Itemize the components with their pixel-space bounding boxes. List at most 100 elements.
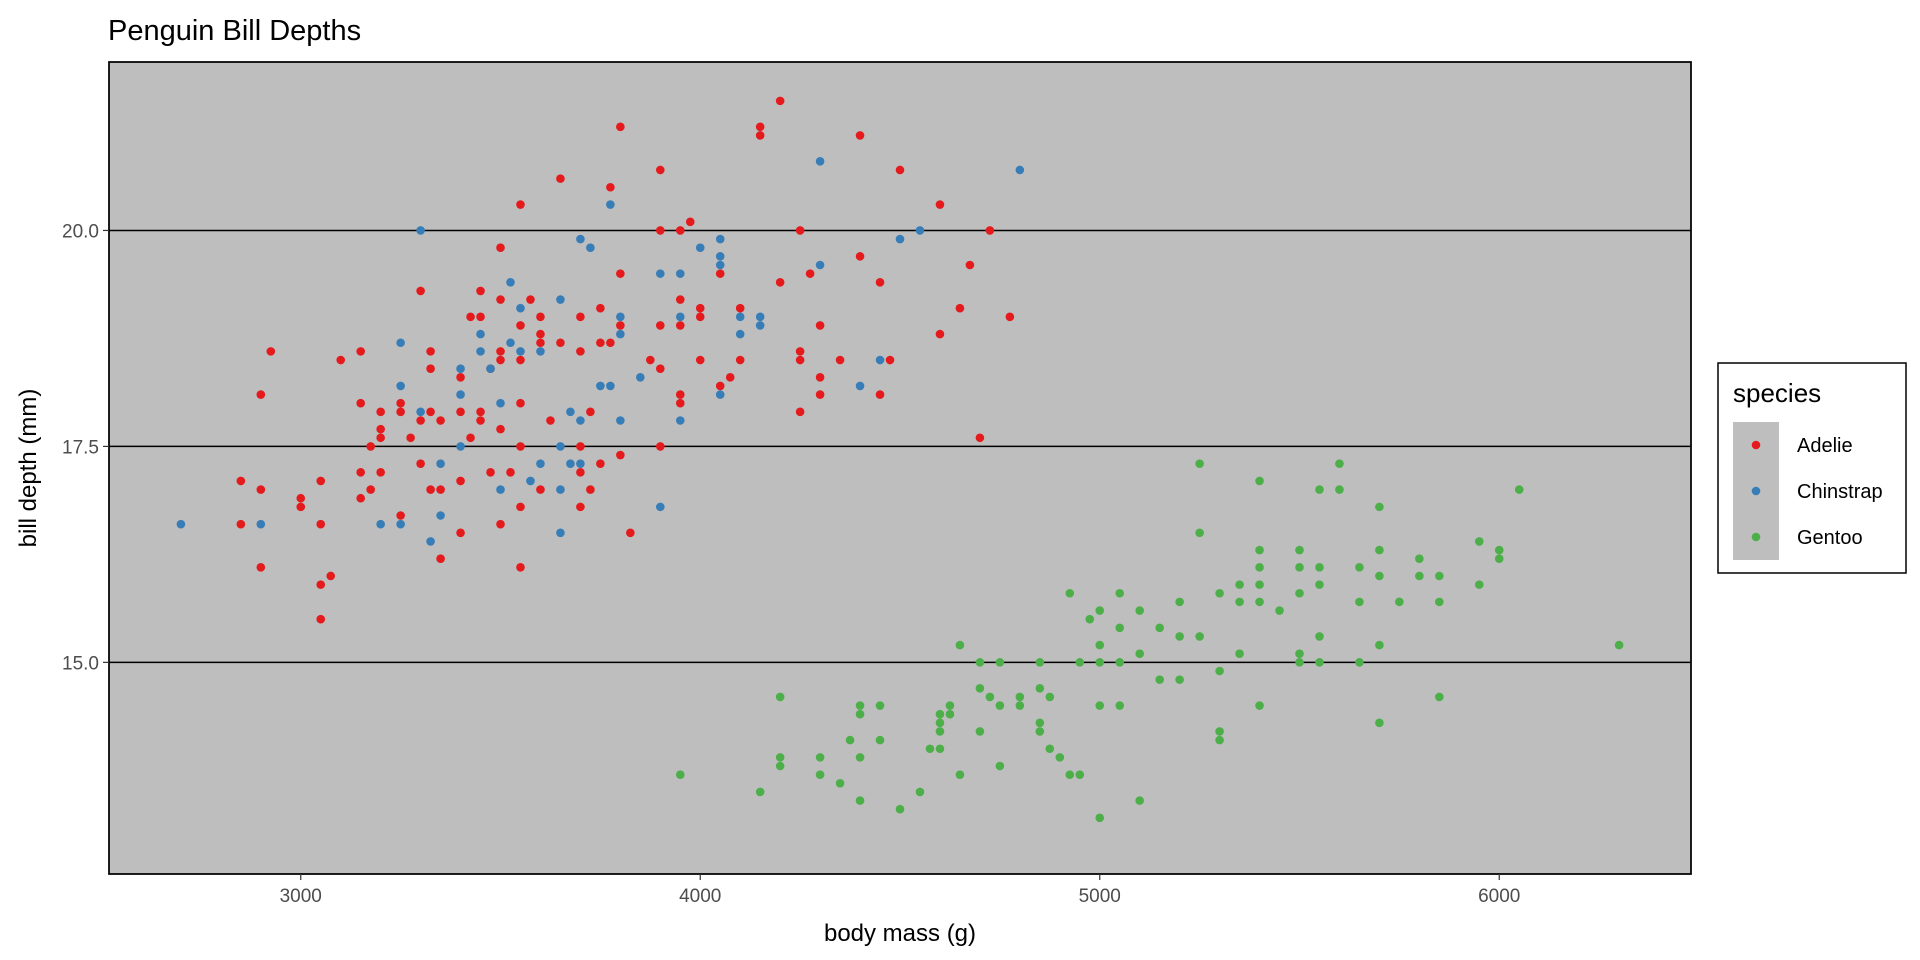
data-point-gentoo (1195, 528, 1204, 538)
data-point-adelie (935, 200, 945, 209)
x-axis-title: body mass (g) (824, 920, 976, 947)
data-point-adelie (895, 165, 905, 175)
data-point-gentoo (935, 744, 945, 754)
data-point-chinstrap (606, 200, 615, 209)
data-point-gentoo (1415, 554, 1424, 564)
data-point-gentoo (1045, 692, 1055, 702)
data-point-gentoo (1035, 683, 1045, 693)
legend-key-adelie (1751, 440, 1761, 450)
data-point-adelie (366, 442, 375, 451)
data-point-gentoo (1315, 658, 1324, 667)
data-point-adelie (496, 243, 505, 253)
data-point-chinstrap (496, 485, 505, 494)
data-point-chinstrap (456, 364, 465, 373)
data-point-gentoo (1075, 658, 1085, 667)
data-point-chinstrap (735, 312, 745, 322)
data-point-adelie (556, 338, 565, 348)
data-point-adelie (356, 468, 365, 477)
data-point-adelie (795, 226, 805, 235)
data-point-adelie (955, 303, 965, 313)
data-point-adelie (855, 131, 865, 140)
data-point-chinstrap (656, 502, 665, 512)
data-point-adelie (476, 416, 485, 425)
data-point-adelie (516, 321, 525, 330)
data-point-adelie (616, 321, 625, 330)
data-point-adelie (536, 329, 545, 339)
data-point-adelie (296, 493, 306, 503)
data-point-adelie (685, 217, 695, 227)
data-point-adelie (875, 277, 885, 287)
data-point-adelie (356, 347, 365, 356)
data-point-adelie (236, 519, 246, 529)
data-point-adelie (775, 277, 785, 287)
x-tick-label: 5000 (1079, 886, 1121, 907)
data-point-chinstrap (675, 312, 685, 322)
y-tick-label: 17.5 (62, 437, 99, 458)
data-point-adelie (675, 321, 685, 330)
data-point-chinstrap (556, 485, 565, 494)
data-point-chinstrap (176, 519, 186, 529)
data-point-adelie (516, 563, 525, 572)
data-point-chinstrap (396, 381, 405, 391)
data-point-adelie (396, 407, 405, 417)
data-point-gentoo (1115, 701, 1125, 710)
data-point-adelie (426, 347, 435, 356)
data-point-adelie (675, 390, 685, 399)
data-point-adelie (296, 502, 306, 512)
data-point-adelie (336, 355, 346, 365)
data-point-gentoo (1065, 588, 1075, 598)
data-point-gentoo (1355, 563, 1364, 572)
data-point-adelie (755, 131, 765, 140)
data-point-adelie (735, 303, 745, 313)
data-point-adelie (466, 312, 475, 322)
data-point-chinstrap (616, 329, 625, 339)
data-point-gentoo (1065, 770, 1075, 779)
data-point-gentoo (975, 683, 985, 693)
data-point-gentoo (1435, 692, 1444, 702)
data-point-adelie (596, 303, 605, 313)
data-point-gentoo (925, 744, 935, 754)
data-point-adelie (695, 312, 705, 322)
data-point-gentoo (1335, 459, 1344, 468)
data-point-adelie (536, 338, 545, 348)
legend-items: Adelie Chinstrap Gentoo (1733, 422, 1883, 560)
data-point-gentoo (1235, 649, 1244, 659)
data-point-gentoo (1315, 563, 1324, 572)
data-point-adelie (266, 347, 276, 356)
data-point-adelie (416, 416, 425, 425)
data-point-gentoo (815, 770, 825, 779)
data-point-adelie (675, 226, 685, 235)
data-point-gentoo (1375, 640, 1384, 650)
y-tick-label: 15.0 (62, 653, 99, 674)
data-point-gentoo (1375, 718, 1384, 728)
data-point-gentoo (1395, 597, 1404, 607)
data-point-chinstrap (755, 312, 765, 322)
data-point-gentoo (875, 735, 885, 745)
data-point-chinstrap (396, 338, 405, 348)
data-point-gentoo (1015, 701, 1025, 710)
data-point-adelie (256, 390, 266, 399)
data-point-gentoo (1255, 476, 1264, 486)
data-point-gentoo (1235, 580, 1244, 589)
data-point-gentoo (1255, 597, 1264, 607)
data-point-adelie (1005, 312, 1015, 322)
data-point-chinstrap (436, 459, 445, 468)
data-point-adelie (476, 407, 485, 417)
data-point-gentoo (1095, 658, 1105, 667)
data-point-adelie (675, 295, 685, 304)
data-point-adelie (576, 347, 585, 356)
data-point-chinstrap (735, 329, 745, 339)
data-point-gentoo (1235, 597, 1244, 607)
data-point-adelie (576, 502, 585, 512)
data-point-gentoo (1195, 459, 1204, 468)
data-point-adelie (316, 614, 326, 624)
data-point-adelie (516, 502, 525, 512)
data-point-adelie (795, 407, 805, 417)
data-point-adelie (626, 528, 635, 538)
data-point-chinstrap (396, 519, 405, 529)
data-point-gentoo (1435, 571, 1444, 581)
data-point-chinstrap (416, 407, 425, 417)
data-point-adelie (556, 174, 565, 183)
data-point-gentoo (755, 787, 765, 797)
data-point-gentoo (1215, 727, 1224, 736)
